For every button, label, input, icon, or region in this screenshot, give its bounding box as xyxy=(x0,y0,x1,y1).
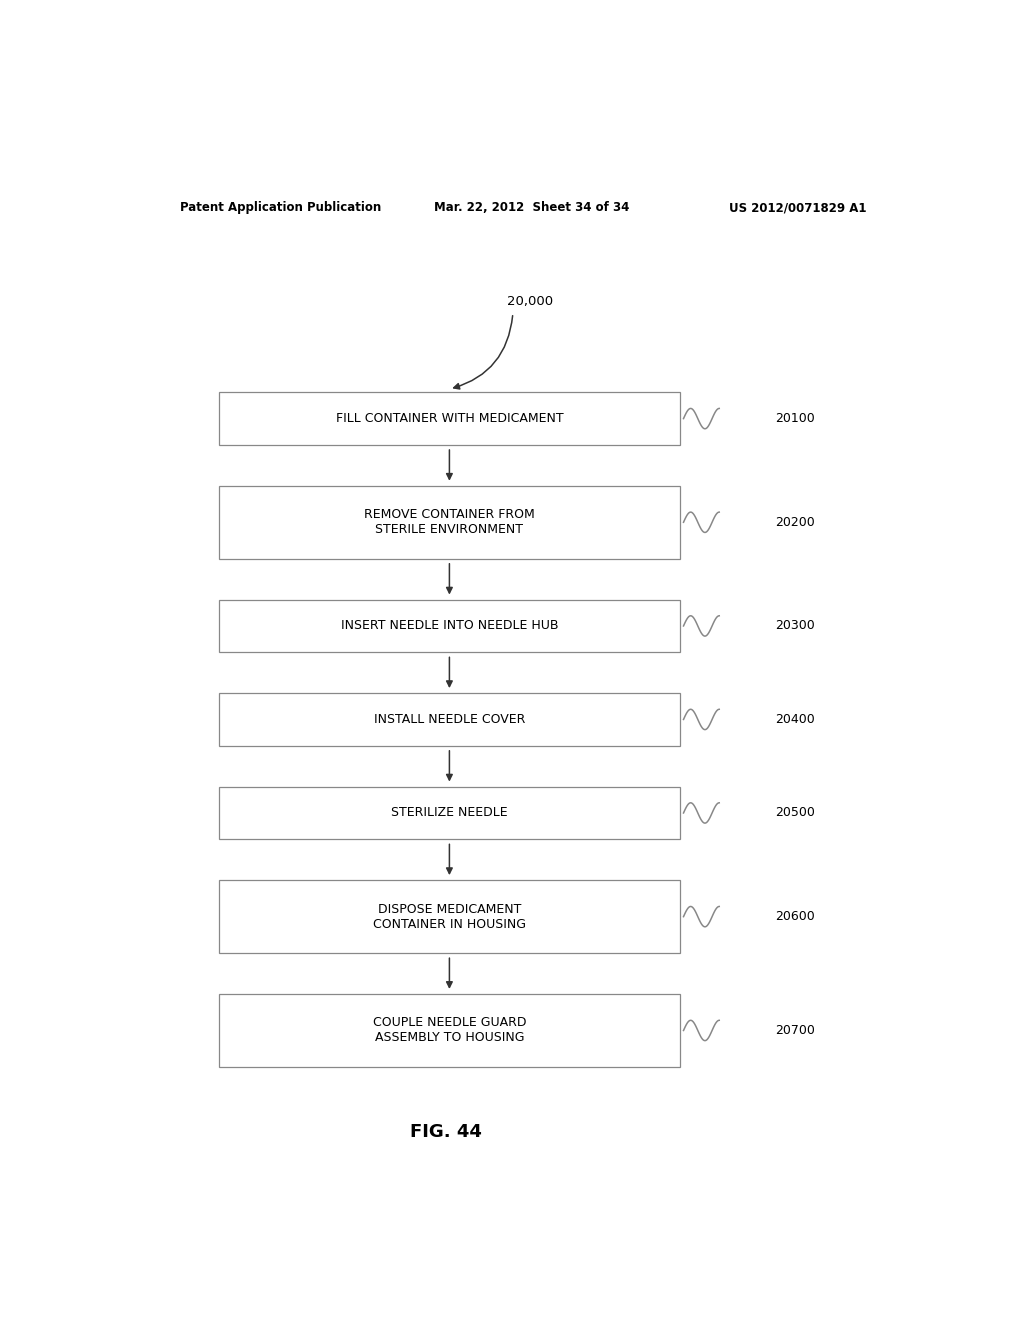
Bar xyxy=(219,599,680,652)
Text: REMOVE CONTAINER FROM
STERILE ENVIRONMENT: REMOVE CONTAINER FROM STERILE ENVIRONMEN… xyxy=(365,508,535,536)
Bar xyxy=(219,994,680,1067)
Text: 20300: 20300 xyxy=(775,619,814,632)
Text: 20400: 20400 xyxy=(775,713,814,726)
Text: Patent Application Publication: Patent Application Publication xyxy=(179,201,381,214)
Text: DISPOSE MEDICAMENT
CONTAINER IN HOUSING: DISPOSE MEDICAMENT CONTAINER IN HOUSING xyxy=(373,903,526,931)
Text: STERILIZE NEEDLE: STERILIZE NEEDLE xyxy=(391,807,508,820)
Text: COUPLE NEEDLE GUARD
ASSEMBLY TO HOUSING: COUPLE NEEDLE GUARD ASSEMBLY TO HOUSING xyxy=(373,1016,526,1044)
Text: 20700: 20700 xyxy=(775,1024,815,1038)
Text: Mar. 22, 2012  Sheet 34 of 34: Mar. 22, 2012 Sheet 34 of 34 xyxy=(433,201,629,214)
Text: 20500: 20500 xyxy=(775,807,815,820)
Bar xyxy=(219,787,680,840)
Text: US 2012/0071829 A1: US 2012/0071829 A1 xyxy=(728,201,866,214)
Text: 20600: 20600 xyxy=(775,909,814,923)
Text: 20100: 20100 xyxy=(775,412,814,425)
Bar xyxy=(219,486,680,558)
Text: FILL CONTAINER WITH MEDICAMENT: FILL CONTAINER WITH MEDICAMENT xyxy=(336,412,563,425)
Text: INSERT NEEDLE INTO NEEDLE HUB: INSERT NEEDLE INTO NEEDLE HUB xyxy=(341,619,558,632)
Bar xyxy=(219,693,680,746)
Text: FIG. 44: FIG. 44 xyxy=(410,1123,481,1140)
Text: 20200: 20200 xyxy=(775,516,814,529)
Bar xyxy=(219,880,680,953)
Text: 20,000: 20,000 xyxy=(507,294,553,308)
Bar xyxy=(219,392,680,445)
Text: INSTALL NEEDLE COVER: INSTALL NEEDLE COVER xyxy=(374,713,525,726)
